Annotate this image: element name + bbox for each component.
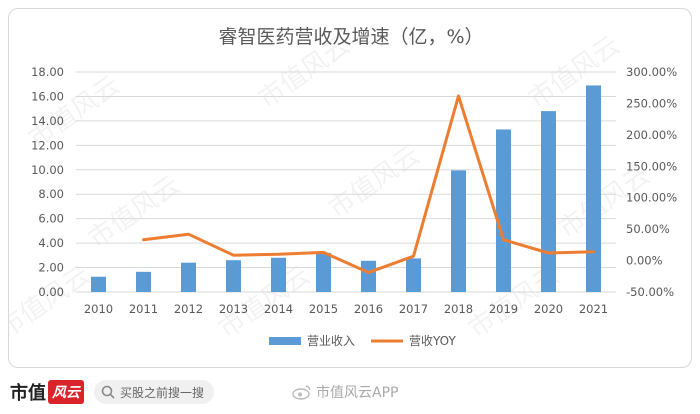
- legend: 营业收入 营收YOY: [269, 334, 456, 348]
- chart-title: 睿智医药营收及增速（亿，%）: [218, 26, 483, 48]
- watermark-text: 市值风云: [83, 170, 185, 254]
- right-tick-label: 150.00%: [626, 159, 677, 173]
- bar: [181, 262, 196, 292]
- x-axis-ticks: 2010 2011 2012 2013 2014 2015 2016 2017 2018 2019…: [84, 302, 608, 316]
- right-tick-label: 100.00%: [626, 191, 677, 205]
- x-tick-label: 2010: [84, 302, 113, 316]
- left-tick-label: 14.00: [31, 114, 64, 128]
- footer-bar: 市值 风云 买股之前搜一搜 市值风云APP: [0, 372, 700, 414]
- brand-stamp: 风云: [48, 380, 84, 404]
- brand-logo[interactable]: 市值 风云: [10, 378, 84, 406]
- bar: [136, 271, 151, 292]
- legend-line-label: 营收YOY: [409, 334, 456, 348]
- bar: [541, 111, 556, 292]
- left-tick-label: 18.00: [31, 65, 64, 79]
- left-tick-label: 16.00: [31, 89, 64, 103]
- weibo-text: 市值风云APP: [316, 385, 399, 401]
- left-axis-ticks: 0.00 2.00 4.00 6.00 8.00 10.00 12.00 14.00 16.00…: [31, 65, 64, 299]
- bar: [91, 276, 106, 292]
- watermark-text: 市值风云: [323, 140, 425, 224]
- left-tick-label: 8.00: [38, 187, 64, 201]
- legend-bar-swatch: [269, 337, 301, 345]
- right-tick-label: 50.00%: [626, 222, 670, 236]
- left-tick-label: 4.00: [38, 236, 64, 250]
- search-placeholder: 买股之前搜一搜: [120, 385, 205, 400]
- x-tick-label: 2015: [309, 302, 338, 316]
- x-tick-label: 2016: [354, 302, 383, 316]
- x-tick-label: 2017: [399, 302, 428, 316]
- brand-text: 市值: [10, 383, 46, 404]
- left-tick-label: 2.00: [38, 261, 64, 275]
- x-tick-label: 2013: [219, 302, 248, 316]
- left-tick-label: 6.00: [38, 212, 64, 226]
- weibo-watermark: 市值风云APP: [292, 382, 398, 402]
- chart-card: 市值风云 市值风云 市值风云 市值风云 市值风云 市值风云 市值风云 市值风云 市值风云 睿智医…: [0, 8, 692, 368]
- bar: [316, 252, 331, 292]
- weibo-icon: [292, 384, 312, 400]
- left-tick-label: 0.00: [38, 285, 64, 299]
- right-tick-label: -50.00%: [626, 285, 674, 299]
- x-tick-label: 2011: [129, 302, 158, 316]
- search-box[interactable]: 买股之前搜一搜: [94, 380, 214, 404]
- x-tick-label: 2021: [579, 302, 608, 316]
- search-icon: [100, 384, 116, 400]
- x-tick-label: 2012: [174, 302, 203, 316]
- bar: [406, 258, 421, 292]
- bar: [361, 260, 376, 292]
- left-tick-label: 10.00: [31, 163, 64, 177]
- x-tick-label: 2020: [534, 302, 563, 316]
- left-tick-label: 12.00: [31, 138, 64, 152]
- right-tick-label: 0.00%: [626, 254, 663, 268]
- bar: [271, 257, 286, 292]
- right-axis-ticks: -50.00% 0.00% 50.00% 100.00% 150.00% 200.00% 2…: [626, 65, 677, 299]
- bar: [226, 260, 241, 292]
- bar-series: [91, 85, 601, 292]
- right-tick-label: 300.00%: [626, 65, 677, 79]
- bar: [586, 85, 601, 292]
- x-tick-label: 2019: [489, 302, 518, 316]
- right-tick-label: 250.00%: [626, 96, 677, 110]
- bar: [496, 129, 511, 292]
- right-tick-label: 200.00%: [626, 128, 677, 142]
- legend-bar-label: 营业收入: [307, 334, 355, 348]
- x-tick-label: 2014: [264, 302, 293, 316]
- gridlines: [76, 71, 616, 293]
- bar: [451, 170, 466, 292]
- line-series: [142, 94, 595, 274]
- x-tick-label: 2018: [444, 302, 473, 316]
